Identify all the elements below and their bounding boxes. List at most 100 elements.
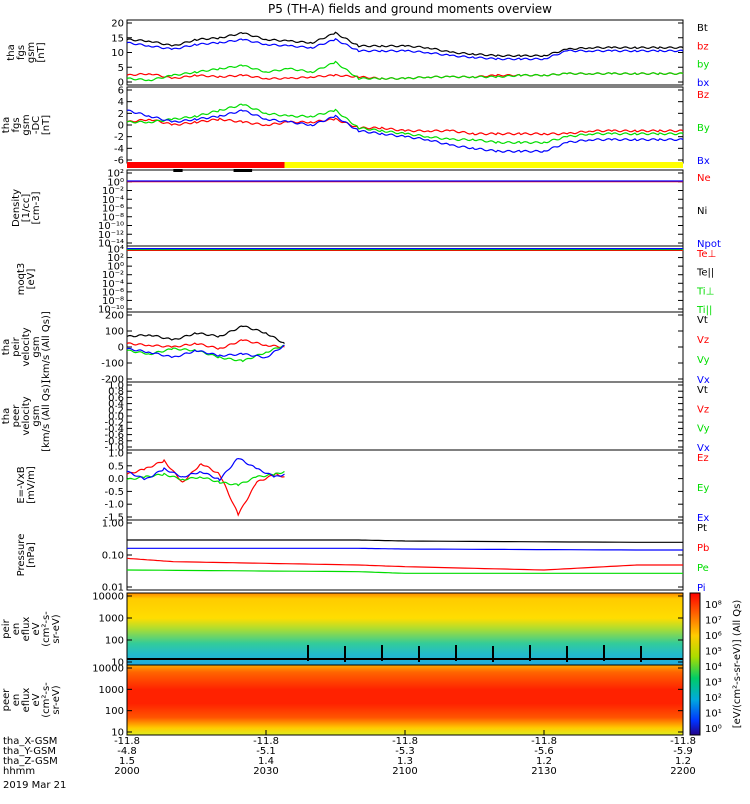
heatmap-speckle (492, 648, 494, 650)
x-axis-row-label: hhmm (3, 766, 35, 777)
series-line-Bz (126, 117, 684, 136)
heatmap-speckle (307, 651, 309, 653)
y-tick-label: 0.2 (108, 405, 124, 416)
y-tick-label: 10⁴ (107, 245, 124, 256)
x-axis-value: 1.2 (675, 756, 691, 767)
panel-peir_eflux: 10000 1000 100 10 tha peir en eflux eV (cm²-s-sr-… (0, 592, 684, 669)
heatmap-speckle (381, 645, 383, 647)
y-tick-label: -1.5 (104, 513, 124, 524)
y-axis-label-line: tha (1, 117, 12, 133)
heatmap-speckle (344, 654, 346, 656)
x-axis-labels: tha_X-GSM -11.8 -11.8 -11.8 -11.8 -11.8 tha_Y-… (3, 730, 696, 791)
series-line-Vz (126, 339, 285, 350)
y-tick-label: -1.0 (104, 500, 124, 511)
y-axis-label-line: gsm (31, 336, 42, 357)
legend-entry: Ne (697, 173, 711, 184)
y-tick-label: 10⁰ (107, 177, 124, 188)
heatmap-speckle (307, 649, 309, 651)
y-axis-label: tha fgs gsm -DC [nT] (1, 114, 52, 135)
legend-entry: Te⊥ (696, 249, 716, 260)
x-axis-value: -11.8 (392, 736, 418, 747)
series-line-Ex (127, 457, 285, 482)
legend-entry: Npot (697, 239, 721, 250)
heatmap-speckle (381, 649, 383, 651)
y-axis-label: tha peer en eflux eV (cm²-s-sr-eV) (0, 682, 62, 718)
colorbar-tick-label: 10⁰ (705, 724, 722, 735)
heatmap-speckle (529, 653, 531, 655)
y-axis-label-line: fgs (16, 45, 27, 60)
legend-entry: Te|| (696, 268, 714, 279)
colorbar-tick-label: 10⁴ (705, 662, 722, 673)
heatmap-speckle (529, 651, 531, 653)
heatmap-speckle (455, 651, 457, 653)
x-axis-value: -5.1 (256, 746, 276, 757)
panel-frame (126, 86, 684, 164)
series-line-Ez (126, 458, 285, 517)
y-tick-label: 0.10 (102, 551, 124, 562)
legend-entry: Bx (697, 156, 710, 167)
heatmap-speckle (566, 656, 568, 658)
heatmap-speckle (344, 660, 346, 662)
y-tick-label: 1.00 (102, 519, 124, 530)
y-axis-label-line: en (11, 623, 22, 636)
series-line-bx (126, 38, 684, 61)
series-line-By (126, 103, 684, 145)
y-tick-label: -0.2 (104, 418, 124, 429)
y-axis-label: E=-VxB [mV/m] (16, 466, 37, 504)
y-tick-label: 10⁻¹² (98, 230, 124, 241)
y-axis-label-line: eV (31, 622, 42, 635)
y-axis-label: tha peir velocity gsm [km/s (All Qs)] (1, 311, 52, 383)
y-tick-label: 1000 (99, 614, 124, 625)
colorbar-tick-label: 10² (705, 693, 722, 704)
x-axis-value: 1.4 (258, 756, 274, 767)
legend-entry: Vt (697, 315, 708, 326)
y-tick-label: 0.8 (108, 387, 124, 398)
heatmap-speckle (344, 656, 346, 658)
heatmap-speckle (640, 654, 642, 656)
heatmap-speckle (640, 650, 642, 652)
heatmap-speckle (603, 649, 605, 651)
y-axis-label-line: moqt3 (16, 263, 27, 296)
colorbar-tick-label: 10⁸ (705, 600, 722, 611)
region-bars (127, 162, 683, 172)
y-tick-label: 10⁰ (107, 262, 124, 273)
colorbar-tick-label: 10⁷ (705, 616, 722, 627)
x-axis-row-label: tha_Y-GSM (3, 746, 56, 757)
y-axis-label-line: [eV] (26, 269, 37, 290)
y-axis-label-line: peer (1, 688, 12, 712)
heatmap-speckle (566, 650, 568, 652)
heatmap-speckle (418, 652, 420, 654)
legend-entry: Vy (697, 355, 710, 366)
y-tick-label: 0.6 (108, 393, 124, 404)
x-axis-value: 2030 (253, 766, 278, 777)
x-axis-row-label: tha_X-GSM (3, 736, 57, 747)
y-axis-label-line: [nPa] (26, 542, 37, 568)
y-axis-label-line: (cm²-s- (41, 611, 52, 647)
heatmap-speckle (603, 645, 605, 647)
legend-entry: Ez (697, 453, 709, 464)
y-axis-label-line: -DC (31, 116, 42, 134)
y-axis-label-line: fgs (11, 117, 22, 132)
colorbar-tick-label: 10³ (705, 678, 722, 689)
y-tick-label: 20 (111, 19, 124, 30)
legend-entry: Vt (697, 385, 708, 396)
colorbar-tick-label: 10¹ (705, 709, 722, 720)
heatmap-speckle (455, 649, 457, 651)
y-tick-label: 10 (111, 728, 124, 739)
y-axis-label-line: Density (11, 189, 22, 227)
y-tick-label: 10000 (92, 592, 124, 603)
colorbar-label: [eV/(cm²-s-sr-eV)] (All Qs) (732, 600, 743, 729)
panel-frame (126, 519, 684, 591)
y-axis-label: tha peer velocity gsm [km/s (All Qs)] (1, 380, 52, 452)
y-tick-label: 0 (118, 78, 124, 89)
region-bar-black (233, 169, 253, 172)
y-axis-label: moqt3 [eV] (16, 263, 37, 296)
y-tick-label: 0.0 (108, 412, 124, 423)
heatmap-speckle (492, 652, 494, 654)
legend-entry: Vx (697, 443, 710, 454)
x-axis-value: -11.8 (114, 736, 140, 747)
legend-entry: Pe (697, 563, 709, 574)
heatmap-speckle (529, 655, 531, 657)
y-tick-label: 100 (105, 327, 124, 338)
legend-entry: Ni (697, 206, 707, 217)
